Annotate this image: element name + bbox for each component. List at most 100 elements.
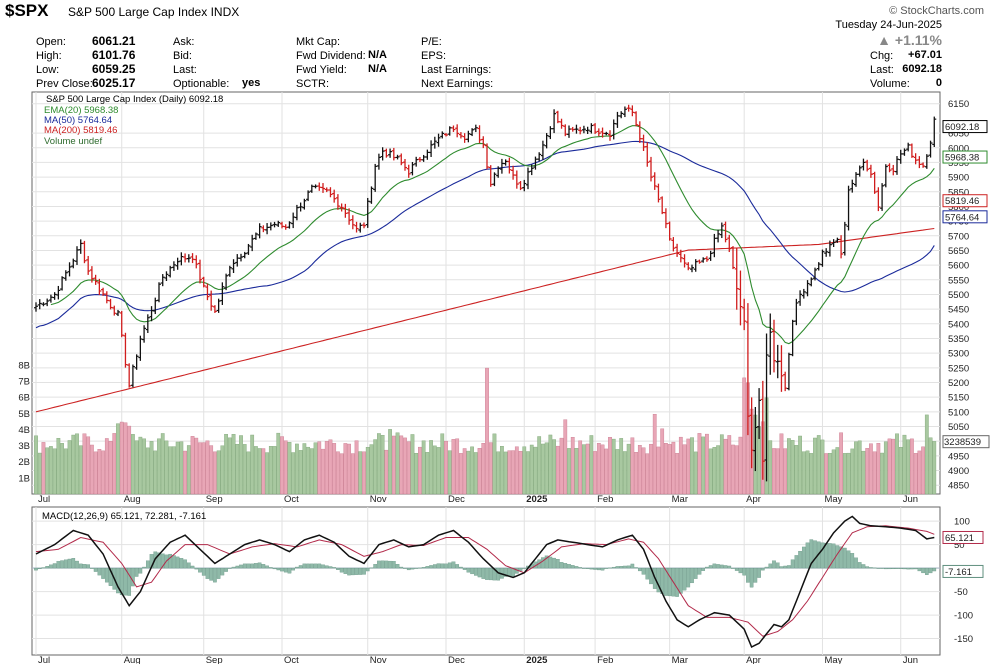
prev-close-value: 6025.17	[92, 76, 136, 90]
volume-bar	[842, 453, 847, 495]
macd-histogram-bar	[902, 567, 907, 570]
volume-bar	[246, 451, 251, 495]
ohlc-bar	[921, 162, 926, 168]
macd-month-tick-label: Jul	[38, 655, 50, 664]
ohlc-bar	[63, 270, 68, 281]
volume-bar	[101, 450, 105, 495]
macd-histogram-bar	[444, 563, 448, 569]
legend: S&P 500 Large Cap Index (Daily) 6092.18 …	[42, 94, 223, 522]
volume-bar	[134, 440, 139, 495]
ohlc-bar	[913, 153, 918, 165]
macd-histogram-bar	[548, 556, 553, 569]
ohlc-bar	[596, 128, 601, 137]
macd-histogram-bar	[559, 562, 564, 569]
ohlc-bar	[239, 253, 243, 262]
price-tick-label: 5850	[948, 187, 969, 198]
macd-histogram-bar	[302, 563, 307, 569]
ohlc-bar	[585, 126, 590, 134]
volume-bar	[548, 434, 553, 495]
low-label: Low:	[36, 64, 60, 76]
ohlc-bar	[216, 298, 221, 313]
ohlc-bar	[876, 187, 881, 212]
macd-histogram-bar	[160, 553, 165, 569]
volume-bar	[459, 453, 463, 495]
ohlc-bars	[34, 104, 937, 482]
ohlc-bar	[663, 208, 668, 229]
volume-bar	[209, 445, 214, 495]
ohlc-bar	[294, 204, 299, 221]
ma200-line	[35, 227, 935, 413]
last-value-tag-text: 5764.64	[945, 212, 979, 223]
volume-bar	[816, 435, 821, 495]
high-label: High:	[36, 50, 62, 62]
volume-label: Volume:	[870, 78, 910, 90]
ohlc-bar	[60, 276, 65, 291]
ohlc-bar	[373, 163, 378, 192]
volume-bar	[697, 433, 702, 495]
macd-histogram-bar	[734, 567, 739, 571]
macd-histogram-bar	[708, 565, 713, 569]
volume-bar	[727, 435, 732, 495]
month-tick-label: Jul	[38, 494, 50, 505]
volume-bar	[656, 446, 661, 495]
macd-histogram-bar	[347, 567, 351, 576]
volume-bar	[377, 433, 381, 495]
volume-bar	[652, 414, 657, 495]
macd-histogram-bar	[772, 560, 776, 569]
volume-bar	[190, 436, 195, 495]
macd-histogram-bar	[93, 567, 98, 572]
macd-histogram-bar	[820, 542, 825, 569]
macd-month-tick-label: 2025	[526, 655, 548, 664]
macd-histogram-bar	[492, 567, 497, 581]
volume-bar	[779, 433, 784, 495]
ohlc-bar	[56, 285, 61, 300]
volume-bar	[932, 441, 937, 495]
volume-bar	[529, 444, 534, 495]
macd-histogram-bar	[63, 559, 68, 569]
volume-bar	[667, 444, 672, 495]
ohlc-bar	[157, 282, 161, 303]
volume-bar	[645, 453, 650, 495]
volume-bar	[276, 432, 281, 495]
price-tick-label: 5400	[948, 319, 969, 330]
ohlc-bar	[205, 283, 210, 301]
volume-bar	[395, 432, 400, 495]
volume-bar	[52, 448, 57, 495]
ohlc-bar	[805, 280, 810, 297]
macd-value-tag-text: 65.121	[945, 533, 974, 544]
macd-histogram-bar	[257, 562, 262, 569]
volume-bar	[336, 451, 340, 495]
ohlc-bar	[600, 127, 605, 138]
ohlc-bar	[168, 265, 173, 278]
volume-bar	[104, 438, 109, 495]
price-tick-label: 5900	[948, 173, 969, 184]
macd-histogram-bar	[723, 565, 728, 569]
month-tick-label: Nov	[370, 494, 387, 505]
volume-bar	[78, 445, 83, 495]
ohlc-bar	[604, 131, 609, 136]
volume-bar	[313, 442, 318, 495]
macd-histogram-bar	[768, 563, 773, 569]
macd-histogram-bar	[339, 567, 344, 573]
brand[interactable]: © StockCharts.com	[889, 5, 984, 17]
fwd-dividend-value: N/A	[368, 49, 387, 61]
macd-tick-label: -100	[954, 611, 973, 622]
price-tick-label: 5700	[948, 231, 969, 242]
ohlc-bar	[749, 397, 754, 469]
volume-bar	[145, 447, 150, 495]
macd-histogram-bar	[399, 566, 404, 569]
macd-tick-label: -50	[954, 587, 968, 598]
volume-bar	[436, 447, 441, 495]
ohlc-bar	[850, 179, 855, 193]
ohlc-bar	[496, 166, 501, 178]
ohlc-bar	[552, 109, 557, 134]
ohlc-bar	[540, 140, 545, 160]
volume-bar	[623, 451, 627, 495]
ohlc-bar	[563, 124, 568, 137]
volume-bar	[634, 452, 638, 495]
volume-bar	[37, 452, 42, 495]
volume-bar	[917, 450, 922, 495]
volume-bar	[362, 451, 366, 495]
quote-date: Tuesday 24-Jun-2025	[835, 19, 942, 31]
